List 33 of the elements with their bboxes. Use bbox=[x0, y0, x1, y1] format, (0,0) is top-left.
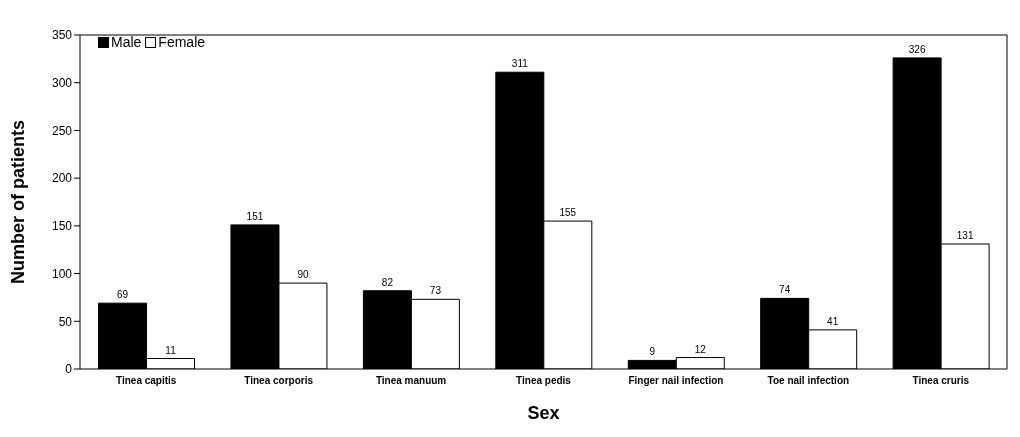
x-axis-title: Sex bbox=[527, 403, 560, 423]
y-tick-label: 200 bbox=[51, 171, 73, 186]
data-label: 90 bbox=[297, 269, 309, 281]
legend-label: Female bbox=[158, 34, 206, 50]
y-tick-label: 300 bbox=[51, 75, 73, 90]
legend-label: Male bbox=[111, 34, 142, 50]
data-label: 82 bbox=[381, 276, 394, 288]
y-tick-label: 0 bbox=[65, 362, 73, 377]
data-label: 41 bbox=[827, 315, 839, 327]
data-label: 326 bbox=[908, 43, 926, 55]
data-label: 155 bbox=[559, 207, 577, 219]
data-label: 151 bbox=[246, 210, 264, 222]
data-label: 69 bbox=[116, 289, 129, 301]
x-tick-label: Tinea pedis bbox=[516, 375, 572, 387]
data-label: 11 bbox=[165, 344, 177, 356]
data-label: 74 bbox=[779, 284, 791, 296]
y-tick-label: 350 bbox=[51, 28, 73, 43]
y-axis-title: Number of patients bbox=[8, 119, 29, 285]
x-tick-label: Finger nail infection bbox=[628, 375, 724, 387]
x-tick-label: Tinea corporis bbox=[244, 375, 314, 387]
x-tick-label: Toe nail infection bbox=[767, 375, 850, 387]
data-label: 12 bbox=[694, 343, 707, 355]
y-tick-label: 50 bbox=[58, 314, 73, 329]
data-label: 311 bbox=[511, 58, 529, 70]
data-label: 9 bbox=[649, 346, 656, 358]
x-tick-label: Tinea manuum bbox=[375, 375, 447, 387]
data-label: 131 bbox=[956, 229, 974, 241]
y-tick-label: 150 bbox=[51, 219, 73, 234]
x-tick-label: Tinea cruris bbox=[912, 375, 970, 387]
y-tick-label: 100 bbox=[51, 266, 73, 281]
data-label: 73 bbox=[429, 285, 442, 297]
x-tick-label: Tinea capitis bbox=[116, 375, 177, 387]
y-tick-label: 250 bbox=[51, 123, 73, 138]
